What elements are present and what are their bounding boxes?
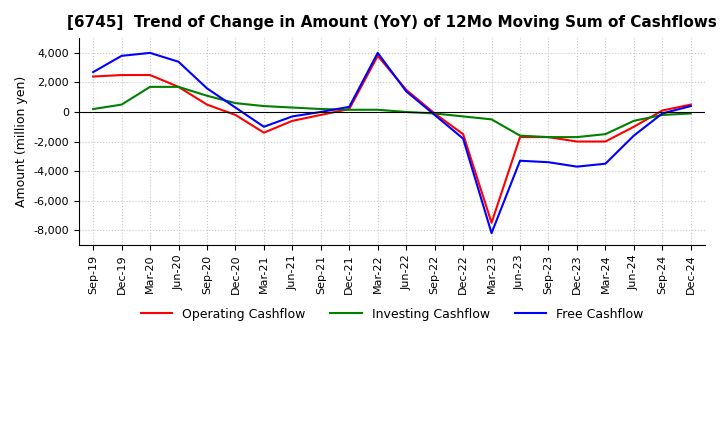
Operating Cashflow: [629, 124, 638, 129]
Investing Cashflow: [288, 105, 297, 110]
Operating Cashflow: [202, 102, 211, 107]
Free Cashflow: [260, 124, 269, 129]
Investing Cashflow: [459, 114, 467, 119]
Operating Cashflow: [260, 130, 269, 136]
Title: [6745]  Trend of Change in Amount (YoY) of 12Mo Moving Sum of Cashflows: [6745] Trend of Change in Amount (YoY) o…: [67, 15, 717, 30]
Line: Free Cashflow: Free Cashflow: [93, 53, 690, 233]
Investing Cashflow: [544, 135, 553, 140]
Operating Cashflow: [686, 102, 695, 107]
Free Cashflow: [117, 53, 126, 59]
Operating Cashflow: [374, 53, 382, 59]
Investing Cashflow: [601, 132, 610, 137]
Investing Cashflow: [629, 118, 638, 124]
Operating Cashflow: [459, 132, 467, 137]
Operating Cashflow: [431, 111, 439, 116]
Free Cashflow: [544, 160, 553, 165]
Free Cashflow: [231, 105, 240, 110]
Investing Cashflow: [202, 93, 211, 99]
Operating Cashflow: [402, 87, 410, 92]
Investing Cashflow: [89, 106, 97, 112]
Investing Cashflow: [231, 100, 240, 106]
Investing Cashflow: [487, 117, 496, 122]
Free Cashflow: [686, 103, 695, 109]
Free Cashflow: [89, 70, 97, 75]
Free Cashflow: [459, 136, 467, 141]
Free Cashflow: [374, 50, 382, 55]
Free Cashflow: [174, 59, 183, 64]
Operating Cashflow: [317, 112, 325, 117]
Free Cashflow: [658, 111, 667, 116]
Free Cashflow: [629, 133, 638, 138]
Line: Operating Cashflow: Operating Cashflow: [93, 56, 690, 223]
Legend: Operating Cashflow, Investing Cashflow, Free Cashflow: Operating Cashflow, Investing Cashflow, …: [135, 303, 648, 326]
Investing Cashflow: [174, 84, 183, 89]
Free Cashflow: [288, 114, 297, 119]
Investing Cashflow: [117, 102, 126, 107]
Free Cashflow: [572, 164, 581, 169]
Investing Cashflow: [145, 84, 154, 89]
Free Cashflow: [402, 88, 410, 94]
Operating Cashflow: [487, 220, 496, 225]
Operating Cashflow: [572, 139, 581, 144]
Investing Cashflow: [658, 112, 667, 117]
Investing Cashflow: [431, 111, 439, 116]
Operating Cashflow: [601, 139, 610, 144]
Free Cashflow: [487, 231, 496, 236]
Y-axis label: Amount (million yen): Amount (million yen): [15, 76, 28, 207]
Line: Investing Cashflow: Investing Cashflow: [93, 87, 690, 137]
Free Cashflow: [345, 104, 354, 110]
Investing Cashflow: [516, 133, 524, 138]
Operating Cashflow: [658, 108, 667, 113]
Operating Cashflow: [89, 74, 97, 79]
Operating Cashflow: [345, 106, 354, 112]
Operating Cashflow: [516, 135, 524, 140]
Investing Cashflow: [402, 110, 410, 115]
Operating Cashflow: [231, 112, 240, 117]
Operating Cashflow: [174, 84, 183, 89]
Free Cashflow: [202, 86, 211, 91]
Free Cashflow: [317, 110, 325, 115]
Investing Cashflow: [345, 107, 354, 112]
Investing Cashflow: [260, 103, 269, 109]
Investing Cashflow: [686, 111, 695, 116]
Free Cashflow: [145, 50, 154, 55]
Free Cashflow: [431, 112, 439, 117]
Investing Cashflow: [317, 106, 325, 112]
Investing Cashflow: [374, 107, 382, 112]
Operating Cashflow: [145, 73, 154, 78]
Operating Cashflow: [117, 73, 126, 78]
Free Cashflow: [601, 161, 610, 166]
Investing Cashflow: [572, 135, 581, 140]
Free Cashflow: [516, 158, 524, 163]
Operating Cashflow: [288, 118, 297, 124]
Operating Cashflow: [544, 135, 553, 140]
